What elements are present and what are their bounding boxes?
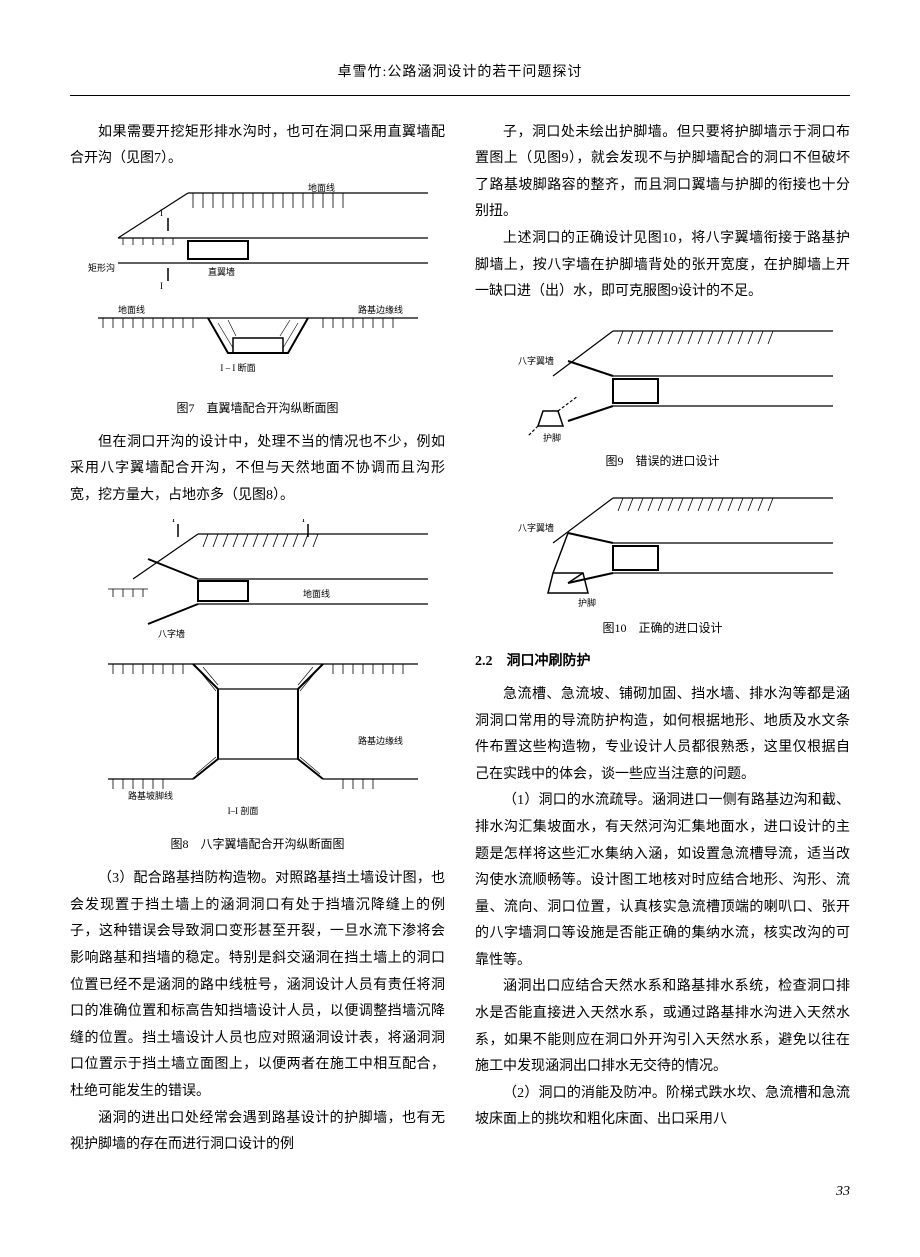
fig7-i-top: I	[160, 208, 163, 218]
fig10-caption: 图10 正确的进口设计	[475, 617, 850, 640]
fig8-bazi-label: 八字墙	[158, 628, 185, 639]
fig7-i-bot: I	[160, 281, 163, 291]
page-header: 卓雪竹:公路涵洞设计的若干问题探讨	[70, 60, 850, 96]
fig8-section-label: I–I 剖面	[227, 805, 258, 816]
fig8-edge-label: 路基边缘线	[358, 735, 403, 746]
fig7-section-label: I – I 断面	[220, 362, 255, 373]
para-r4: （1）洞口的水流疏导。涵洞进口一侧有路基边沟和截、排水沟汇集坡面水，有天然河沟汇…	[475, 788, 850, 974]
figure-10: 八字翼墙 护脚 图10 正确的进口设计	[475, 483, 850, 640]
fig7-caption: 图7 直翼墙配合开沟纵断面图	[70, 397, 445, 420]
para-r1: 子，洞口处未绘出护脚墙。但只要将护脚墙示于洞口布置图上（见图9），就会发现不与护…	[475, 120, 850, 226]
fig10-foot-label: 护脚	[578, 597, 596, 608]
two-column-layout: 如果需要开挖矩形排水沟时，也可在洞口采用直翼墙配合开沟（见图7）。	[70, 120, 850, 1159]
para-r6: （2）洞口的消能及防冲。阶梯式跌水坎、急流槽和急流坡床面上的挑坎和粗化床面、出口…	[475, 1081, 850, 1134]
para-l1: 如果需要开挖矩形排水沟时，也可在洞口采用直翼墙配合开沟（见图7）。	[70, 120, 445, 173]
fig8-ground-label: 地面线	[303, 588, 330, 599]
fig9-caption: 图9 错误的进口设计	[475, 450, 850, 473]
section-2-2: 2.2 洞口冲刷防护	[475, 649, 850, 676]
fig7-wall-label: 直翼墙	[208, 266, 235, 277]
page-number: 33	[70, 1179, 850, 1206]
fig8-i1: I	[172, 519, 175, 524]
para-r5: 涵洞出口应结合天然水系和路基排水系统，检查洞口排水是否能直接进入天然水系，或通过…	[475, 974, 850, 1080]
para-l2: 但在洞口开沟的设计中，处理不当的情况也不少，例如采用八字翼墙配合开沟，不但与天然…	[70, 430, 445, 510]
fig7-ground2-label: 地面线	[118, 304, 145, 315]
para-r2: 上述洞口的正确设计见图10，将八字翼墙衔接于路基护脚墙上，按八字墙在护脚墙背处的…	[475, 226, 850, 306]
fig10-bazi-label: 八字翼墙	[518, 522, 554, 533]
para-r3: 急流槽、急流坡、铺砌加固、挡水墙、排水沟等都是涵洞洞口常用的导流防护构造，如何根…	[475, 682, 850, 788]
para-l3: （3）配合路基挡防构造物。对照路基挡土墙设计图，也会发现置于挡土墙上的涵洞洞口有…	[70, 866, 445, 1105]
figure-8: I I 地面线 八字墙	[70, 519, 445, 856]
para-l4: 涵洞的进出口处经常会遇到路基设计的护脚墙，也有无视护脚墙的存在而进行洞口设计的例	[70, 1106, 445, 1159]
fig8-caption: 图8 八字翼墙配合开沟纵断面图	[70, 833, 445, 856]
figure-9: 八字翼墙 护脚 图9 错误的进口设计	[475, 316, 850, 473]
fig9-bazi-label: 八字翼墙	[518, 355, 554, 366]
fig7-ground-label: 地面线	[308, 183, 335, 193]
left-column: 如果需要开挖矩形排水沟时，也可在洞口采用直翼墙配合开沟（见图7）。	[70, 120, 445, 1159]
fig7-ditch-label: 矩形沟	[88, 262, 115, 273]
fig8-i2: I	[302, 519, 305, 524]
fig7-edge-label: 路基边缘线	[358, 304, 403, 315]
fig9-foot-label: 护脚	[543, 432, 561, 443]
figure-7: 地面线 矩形沟 直翼墙 I I	[70, 183, 445, 420]
section-title-text: 洞口冲刷防护	[507, 654, 591, 669]
section-num: 2.2	[475, 654, 493, 669]
right-column: 子，洞口处未绘出护脚墙。但只要将护脚墙示于洞口布置图上（见图9），就会发现不与护…	[475, 120, 850, 1159]
fig8-toe-label: 路基坡脚线	[128, 790, 173, 801]
